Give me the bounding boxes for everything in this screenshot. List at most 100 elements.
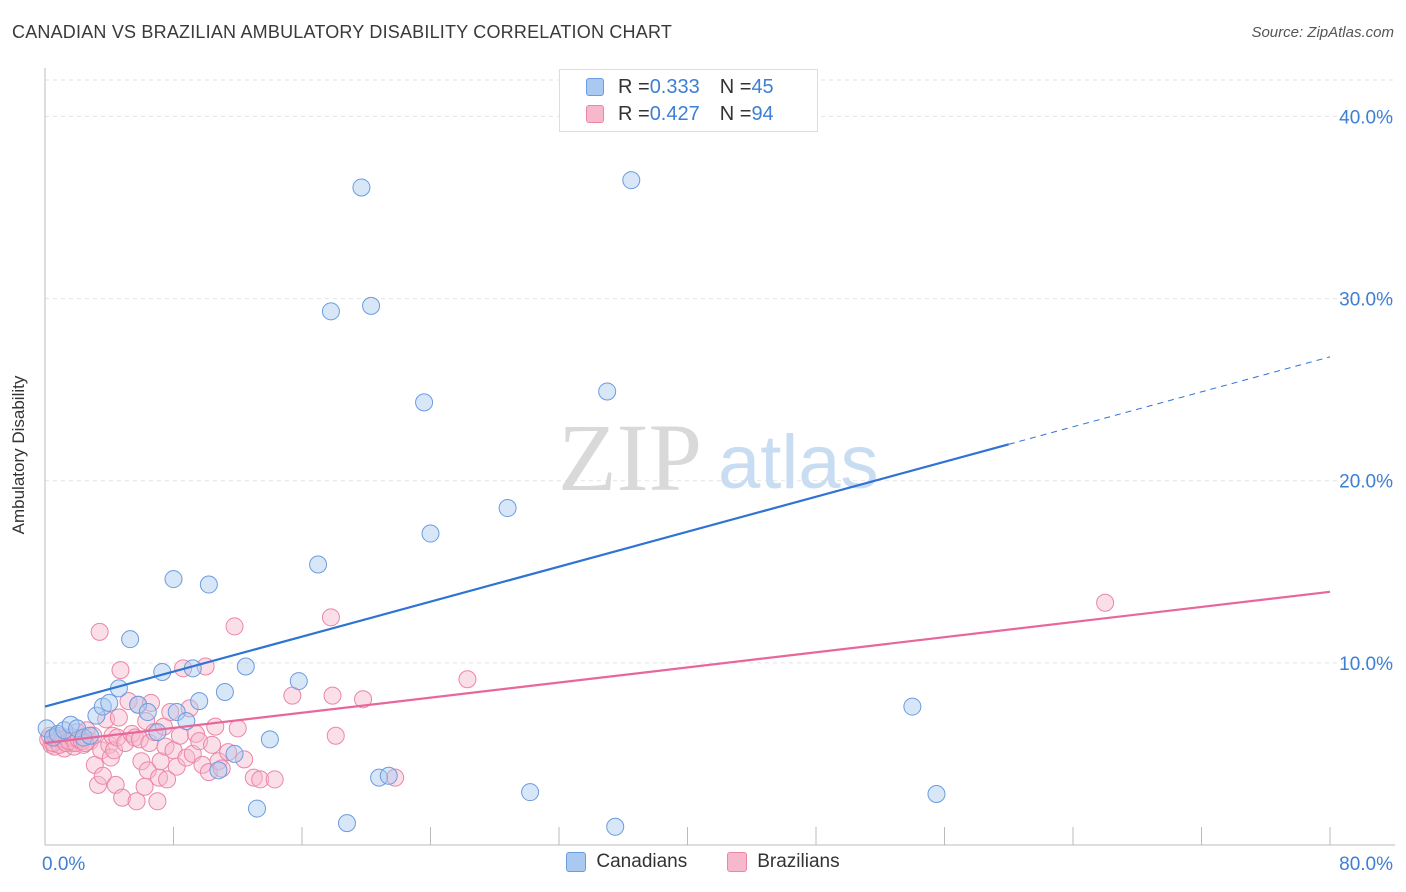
point-brazilians [151, 752, 170, 771]
point-brazilians [219, 743, 238, 762]
point-brazilians [235, 750, 254, 769]
legend-row-brazilians: R = 0.427 N = 94 [586, 102, 774, 126]
point-canadians [498, 499, 517, 518]
point-brazilians [203, 735, 222, 754]
chart-title: CANADIAN VS BRAZILIAN AMBULATORY DISABIL… [12, 22, 673, 42]
watermark: ZIP atlas [558, 404, 879, 511]
point-brazilians [1096, 593, 1115, 612]
point-brazilians [265, 770, 284, 789]
point-canadians [138, 703, 157, 722]
legend-r-label: R = [618, 75, 650, 98]
point-brazilians [109, 708, 128, 727]
point-brazilians [458, 670, 477, 689]
point-canadians [167, 703, 186, 722]
point-canadians [225, 744, 244, 763]
point-brazilians [138, 761, 157, 780]
legend-label-canadians: Canadians [596, 851, 688, 872]
point-canadians [199, 575, 218, 594]
point-brazilians [323, 686, 342, 705]
point-brazilians [158, 770, 177, 789]
point-brazilians [251, 770, 270, 789]
point-brazilians [206, 717, 225, 736]
point-canadians [309, 555, 328, 574]
point-canadians [379, 766, 398, 785]
point-canadians [927, 785, 946, 803]
point-brazilians [148, 792, 167, 811]
point-canadians [598, 382, 617, 401]
point-canadians [903, 697, 922, 716]
watermark-zip: ZIP [558, 404, 702, 511]
y-tick-label: 40.0% [1339, 107, 1393, 128]
trend-extension-canadians [1008, 356, 1331, 445]
legend-swatch-canadians [566, 852, 587, 872]
point-canadians [248, 799, 267, 818]
point-brazilians [326, 726, 345, 745]
point-canadians [164, 570, 183, 589]
point-canadians [190, 692, 209, 711]
legend-item-canadians[interactable]: Canadians [566, 851, 687, 873]
point-brazilians [228, 719, 247, 738]
point-canadians [37, 719, 56, 738]
legend-swatch-canadians [586, 78, 604, 96]
axes [44, 68, 1395, 846]
point-brazilians [167, 757, 186, 776]
trend-line-brazilians [44, 590, 1331, 745]
trend-lines [44, 356, 1331, 745]
point-canadians [80, 726, 99, 745]
point-canadians [421, 524, 440, 543]
watermark-atlas: atlas [718, 420, 879, 505]
legend-row-canadians: R = 0.333 N = 45 [586, 75, 774, 99]
point-brazilians [93, 766, 112, 785]
x-tick-label-max: 80.0% [1339, 854, 1393, 875]
series-legend: Canadians Brazilians [0, 851, 1406, 873]
point-canadians [260, 730, 279, 749]
tick-labels: 10.0% 20.0% 30.0% 40.0% 0.0% 80.0% [42, 107, 1393, 875]
legend-r-value: 0.427 [649, 102, 700, 125]
source-label: Source: ZipAtlas.com [1251, 24, 1394, 41]
point-brazilians [244, 768, 263, 787]
point-canadians [209, 761, 228, 780]
legend-n-label: N = [719, 102, 752, 125]
y-tick-label: 10.0% [1339, 654, 1393, 675]
point-brazilians [113, 788, 132, 807]
point-canadians [362, 296, 381, 315]
point-canadians [129, 695, 148, 714]
point-canadians [321, 302, 340, 321]
legend-item-brazilians[interactable]: Brazilians [727, 851, 840, 873]
trend-line-canadians [44, 443, 1010, 708]
point-brazilians [161, 703, 180, 722]
point-brazilians [225, 617, 244, 636]
point-brazilians [386, 768, 405, 787]
gridlines [45, 79, 1395, 664]
correlation-legend: R = 0.333 N = 45 R = 0.427 N = 94 [559, 69, 818, 132]
point-canadians [415, 393, 434, 412]
point-brazilians [111, 661, 130, 680]
y-tick-label: 20.0% [1339, 472, 1393, 493]
legend-label-brazilians: Brazilians [757, 851, 840, 872]
y-axis-label: Ambulatory Disability [9, 375, 28, 535]
point-canadians [352, 178, 371, 197]
point-brazilians [89, 775, 108, 794]
point-brazilians [127, 792, 146, 811]
legend-swatch-brazilians [586, 105, 604, 123]
point-canadians [337, 814, 356, 833]
legend-n-label: N = [719, 75, 752, 98]
point-brazilians [321, 608, 340, 627]
point-brazilians [119, 692, 138, 711]
legend-n-value: 94 [751, 102, 774, 125]
point-brazilians [135, 777, 154, 796]
legend-r-value: 0.333 [649, 75, 700, 98]
y-tick-label: 30.0% [1339, 290, 1393, 311]
point-canadians [622, 171, 641, 190]
point-canadians [148, 723, 167, 742]
point-brazilians [212, 759, 231, 778]
point-canadians [606, 817, 625, 836]
point-canadians [289, 672, 308, 691]
point-canadians [521, 783, 540, 802]
point-canadians [121, 630, 140, 649]
point-brazilians [90, 622, 109, 641]
point-canadians [236, 657, 255, 676]
point-brazilians [132, 752, 151, 771]
point-canadians [87, 706, 106, 725]
